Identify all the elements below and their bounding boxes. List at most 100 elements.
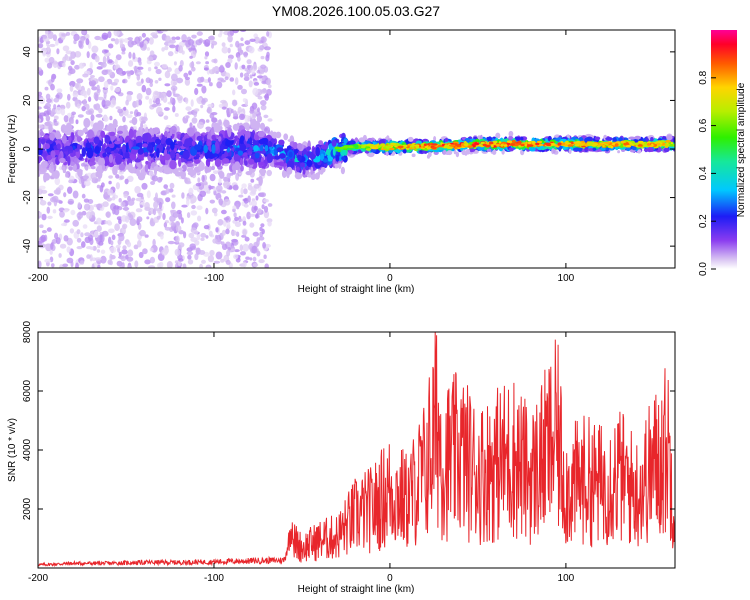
noise-blob <box>221 42 226 47</box>
noise-blob <box>201 174 205 183</box>
noise-blob <box>119 175 125 180</box>
noise-blob <box>212 67 215 75</box>
noise-blob <box>44 57 50 63</box>
noise-blob <box>249 213 256 217</box>
noise-blob <box>241 64 246 70</box>
noise-blob <box>150 181 156 185</box>
noise-blob <box>94 55 100 63</box>
x-tick-label: 0 <box>387 573 393 584</box>
noise-blob <box>81 162 86 167</box>
core-blob <box>365 148 372 151</box>
noise-blob <box>244 115 251 123</box>
core-blob <box>491 144 494 148</box>
noise-blob <box>115 182 120 190</box>
noise-blob <box>101 32 109 40</box>
noise-blob <box>126 114 133 119</box>
band-blob <box>134 158 141 163</box>
noise-blob <box>232 89 236 96</box>
band-blob <box>340 151 347 156</box>
noise-blob <box>129 111 134 115</box>
noise-blob <box>93 92 99 101</box>
noise-blob <box>193 112 197 118</box>
noise-blob <box>136 81 143 87</box>
noise-blob <box>211 117 217 123</box>
noise-blob <box>218 103 224 108</box>
noise-blob <box>127 265 132 268</box>
noise-blob <box>141 116 148 122</box>
noise-blob <box>38 188 43 195</box>
spectrogram-x-axis: -200 -100 0 100 <box>28 30 575 284</box>
band-blob <box>358 137 366 143</box>
band-blob <box>82 175 89 180</box>
noise-blob <box>142 248 148 255</box>
noise-blob <box>215 251 223 260</box>
core-blob <box>637 144 643 147</box>
noise-blob <box>250 187 257 195</box>
colorbar-tick-label: 0.4 <box>698 166 709 180</box>
noise-blob <box>162 96 168 103</box>
band-blob <box>259 144 264 152</box>
band-blob <box>160 138 165 145</box>
noise-blob <box>204 39 211 47</box>
band-blob <box>274 155 281 160</box>
band-blob <box>132 129 138 139</box>
noise-blob <box>75 119 79 125</box>
band-blob <box>320 167 326 173</box>
core-blob <box>385 145 392 149</box>
noise-blob <box>183 72 189 78</box>
noise-blob <box>264 263 269 268</box>
noise-blob <box>50 75 55 83</box>
band-blob <box>594 136 601 141</box>
noise-blob <box>188 187 194 196</box>
band-blob <box>294 161 302 166</box>
core-blob <box>467 145 473 148</box>
band-blob <box>194 144 202 151</box>
band-blob <box>205 152 211 159</box>
band-blob <box>278 139 285 146</box>
band-blob <box>643 148 651 152</box>
noise-blob <box>141 84 147 93</box>
noise-blob <box>135 197 142 202</box>
noise-blob <box>194 253 199 261</box>
noise-blob <box>204 51 210 57</box>
core-blob <box>446 146 453 149</box>
band-blob <box>85 166 89 171</box>
noise-blob <box>209 199 215 204</box>
band-blob <box>56 143 61 150</box>
band-blob <box>137 148 144 155</box>
noise-blob <box>55 94 60 99</box>
core-blob <box>337 149 341 153</box>
band-blob <box>129 153 137 160</box>
spectrogram-blobs <box>38 30 675 268</box>
band-blob <box>95 113 103 118</box>
noise-blob <box>104 100 111 107</box>
noise-blob <box>76 246 83 250</box>
noise-blob <box>226 107 230 116</box>
core-blob <box>575 141 582 144</box>
noise-blob <box>55 106 62 115</box>
noise-blob <box>61 33 68 37</box>
band-blob <box>114 140 121 145</box>
noise-blob <box>181 204 188 208</box>
noise-blob <box>209 112 215 119</box>
core-blob <box>506 142 511 145</box>
noise-blob <box>258 259 265 264</box>
noise-blob <box>62 45 70 52</box>
band-blob <box>38 158 41 164</box>
band-blob <box>174 144 179 149</box>
band-blob <box>211 144 216 154</box>
band-blob <box>77 129 84 137</box>
core-blob <box>342 145 349 149</box>
noise-blob <box>215 185 223 192</box>
noise-blob <box>62 62 66 68</box>
core-blob <box>463 143 469 146</box>
noise-blob <box>188 70 192 76</box>
noise-blob <box>178 65 183 72</box>
noise-blob <box>229 77 235 82</box>
band-blob <box>219 126 223 131</box>
band-blob <box>455 151 460 158</box>
noise-blob <box>138 251 144 259</box>
chart-title: YM08.2026.100.05.03.G27 <box>272 3 440 19</box>
noise-blob <box>118 170 124 175</box>
noise-blob <box>155 192 158 201</box>
